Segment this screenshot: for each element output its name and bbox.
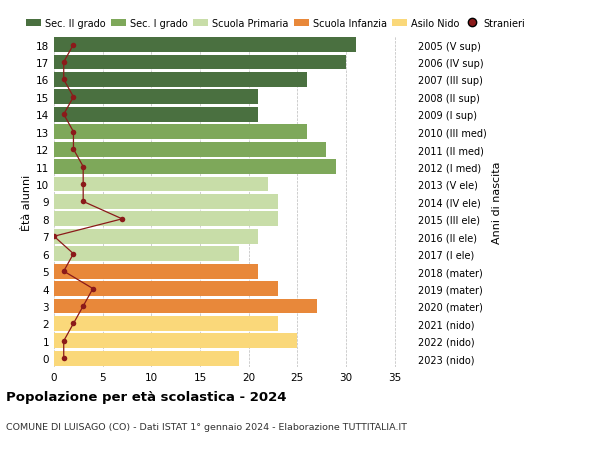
Y-axis label: Anni di nascita: Anni di nascita xyxy=(493,161,502,243)
Bar xyxy=(54,90,259,105)
Bar xyxy=(54,142,326,157)
Point xyxy=(59,337,68,345)
Bar xyxy=(54,351,239,366)
Bar xyxy=(54,281,278,297)
Point xyxy=(59,355,68,362)
Bar xyxy=(54,334,297,348)
Point xyxy=(68,129,78,136)
Point xyxy=(68,94,78,101)
Point xyxy=(68,320,78,327)
Bar xyxy=(54,264,259,279)
Bar xyxy=(54,38,356,53)
Text: COMUNE DI LUISAGO (CO) - Dati ISTAT 1° gennaio 2024 - Elaborazione TUTTITALIA.IT: COMUNE DI LUISAGO (CO) - Dati ISTAT 1° g… xyxy=(6,422,407,431)
Bar xyxy=(54,107,259,123)
Point xyxy=(59,112,68,119)
Point xyxy=(79,181,88,188)
Point xyxy=(59,59,68,67)
Point xyxy=(79,163,88,171)
Bar xyxy=(54,299,317,313)
Text: Popolazione per età scolastica - 2024: Popolazione per età scolastica - 2024 xyxy=(6,390,287,403)
Point xyxy=(49,233,59,241)
Bar xyxy=(54,73,307,88)
Point xyxy=(88,285,98,292)
Point xyxy=(68,251,78,258)
Point xyxy=(79,198,88,206)
Point xyxy=(79,302,88,310)
Bar xyxy=(54,160,336,174)
Point xyxy=(68,42,78,49)
Bar xyxy=(54,247,239,262)
Bar xyxy=(54,177,268,192)
Bar xyxy=(54,316,278,331)
Bar xyxy=(54,230,259,244)
Point xyxy=(59,77,68,84)
Legend: Sec. II grado, Sec. I grado, Scuola Primaria, Scuola Infanzia, Asilo Nido, Stran: Sec. II grado, Sec. I grado, Scuola Prim… xyxy=(26,18,526,28)
Bar xyxy=(54,125,307,140)
Point xyxy=(118,216,127,223)
Point xyxy=(59,268,68,275)
Bar xyxy=(54,195,278,209)
Bar xyxy=(54,212,278,227)
Bar xyxy=(54,56,346,70)
Y-axis label: Ètà alunni: Ètà alunni xyxy=(22,174,32,230)
Point xyxy=(68,146,78,153)
